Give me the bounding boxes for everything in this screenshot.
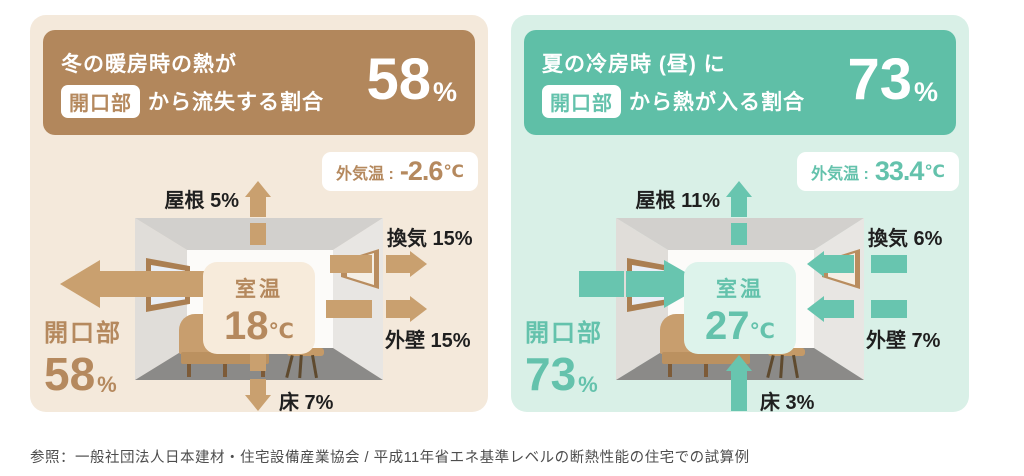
summer-panel-header: 夏の冷房時 (昼) に 開口部 から熱が入る割合 73 % — [524, 30, 956, 135]
summer-header-line2: から熱が入る割合 — [629, 91, 805, 114]
floor-gain-label: 床 3% — [760, 392, 815, 414]
summer-panel: 夏の冷房時 (昼) に 開口部 から熱が入る割合 73 % 外気温 : 33.4… — [511, 15, 969, 414]
ventilation-gain-label: 換気 6% — [868, 228, 943, 250]
exterior-wall-arrow — [326, 296, 430, 322]
summer-header-line1: 夏の冷房時 (昼) に — [542, 52, 726, 76]
winter-header-big-value: 58 % — [366, 46, 457, 112]
summer-outside-temp-badge: 外気温 : 33.4 ℃ — [797, 152, 959, 191]
source-caption: 参照：一般社団法人日本建材・住宅設備産業協会 / 平成11年省エネ基準レベルの断… — [30, 450, 750, 466]
roof-arrow — [726, 181, 752, 247]
summer-opening-chip: 開口部 — [542, 84, 621, 118]
winter-outside-temp-badge: 外気温 : -2.6 ℃ — [322, 152, 478, 191]
opening-arrow — [60, 260, 215, 308]
ventilation-arrow — [807, 251, 907, 277]
ventilation-loss-label: 換気 15% — [387, 228, 473, 250]
summer-header-big-value: 73 % — [847, 46, 938, 112]
winter-room-temp-badge: 室温 18 ℃ — [203, 262, 315, 354]
roof-arrow — [245, 181, 271, 247]
roof-loss-label: 屋根 5% — [164, 190, 239, 212]
winter-panel: 冬の暖房時の熱が 開口部 から流失する割合 58 % 外気温 : -2.6 ℃ — [30, 15, 488, 414]
floor-loss-label: 床 7% — [279, 392, 334, 414]
winter-header-line1: 冬の暖房時の熱が — [61, 52, 237, 76]
summer-room-temp-badge: 室温 27 ℃ — [684, 262, 796, 354]
winter-panel-header: 冬の暖房時の熱が 開口部 から流失する割合 58 % — [43, 30, 475, 135]
house-right-wall — [333, 218, 383, 380]
winter-header-line2: から流失する割合 — [148, 91, 324, 114]
exterior-wall-arrow — [807, 296, 907, 322]
wall-loss-label: 外壁 15% — [385, 330, 471, 352]
winter-opening-chip: 開口部 — [61, 84, 140, 118]
winter-opening-loss-label: 開口部 58 % — [44, 320, 122, 400]
summer-opening-gain-label: 開口部 73 % — [525, 320, 603, 400]
ventilation-arrow — [330, 251, 430, 277]
wall-gain-label: 外壁 7% — [866, 330, 941, 352]
roof-gain-label: 屋根 11% — [635, 190, 720, 212]
floor-arrow — [726, 355, 752, 411]
floor-arrow — [245, 351, 271, 411]
